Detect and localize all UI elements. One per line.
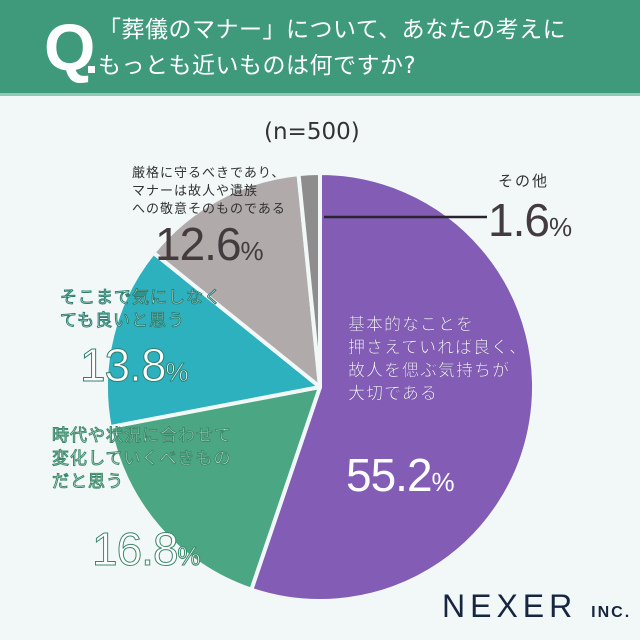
slice-value-not-care: 13.8% xyxy=(80,339,190,391)
nexer-logo: NEXER INC. xyxy=(442,588,632,624)
question-header: Q 「葬儀のマナー」について、あなたの考えに もっとも近いものは何ですか? xyxy=(0,0,640,93)
q-letter: Q xyxy=(44,10,95,84)
slice-value-strict: 12.6% xyxy=(155,218,264,270)
sample-size: (n=500) xyxy=(264,119,360,145)
slice-value-other: 1.6% xyxy=(488,194,572,246)
header-divider xyxy=(0,93,640,96)
slice-label-strict: 厳格に守るべきであり、 マナーは故人や遺族 への敬意そのものである xyxy=(132,166,286,217)
slice-label-change: 時代や状況に合わせて 変化していくべきもの だと思う xyxy=(52,426,232,493)
slice-change xyxy=(107,385,322,592)
question-line-2: もっとも近いものは何ですか? xyxy=(98,53,417,79)
slice-label-other: その他 xyxy=(498,172,550,190)
slice-label-not-care: そこまで気にしなく ても良いと思う xyxy=(60,288,222,332)
slice-other xyxy=(296,171,322,389)
slice-value-basic: 55.2% xyxy=(346,449,455,501)
q-dot xyxy=(88,66,95,73)
slice-strict xyxy=(151,172,322,389)
slice-label-basic: 基本的なことを 押さえていれば良く、 故人を偲ぶ気持ちが 大切である xyxy=(348,315,528,405)
slice-value-change: 16.8% xyxy=(92,523,202,575)
question-line-1: 「葬儀のマナー」について、あなたの考えに xyxy=(98,17,567,43)
slice-not-care xyxy=(104,250,322,430)
